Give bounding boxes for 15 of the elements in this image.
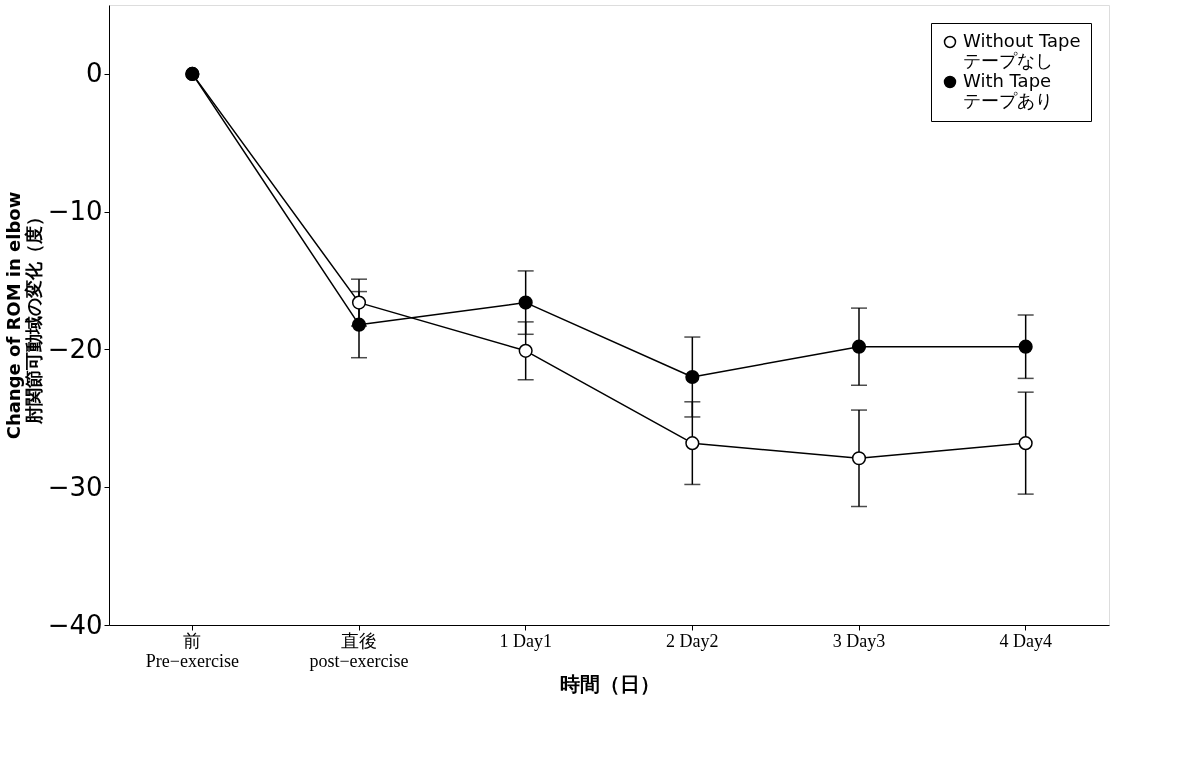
x-tick-label: 2 Day2 xyxy=(666,630,719,651)
y-tick-label: −40 xyxy=(47,609,103,640)
x-tick-label: 直後 post−exercise xyxy=(309,630,409,671)
y-axis-title: Change of ROM in elbow 肘関節可動域の変化（度） xyxy=(2,191,44,440)
y-tick-label: −20 xyxy=(47,333,103,364)
y-tick-label: −10 xyxy=(47,196,103,227)
x-tick-label: 3 Day3 xyxy=(832,630,886,651)
x-tick-label: 前 Pre−exercise xyxy=(145,630,239,671)
legend-label: Without Tape テープなし xyxy=(963,30,1081,71)
legend-label: With Tape テープあり xyxy=(963,70,1053,111)
y-tick-label: −30 xyxy=(47,471,103,502)
x-tick-label: 4 Day4 xyxy=(999,630,1052,651)
x-axis-title: 時間（日） xyxy=(559,671,660,696)
y-tick-label: 0 xyxy=(85,58,103,89)
x-tick-label: 1 Day1 xyxy=(499,630,552,651)
